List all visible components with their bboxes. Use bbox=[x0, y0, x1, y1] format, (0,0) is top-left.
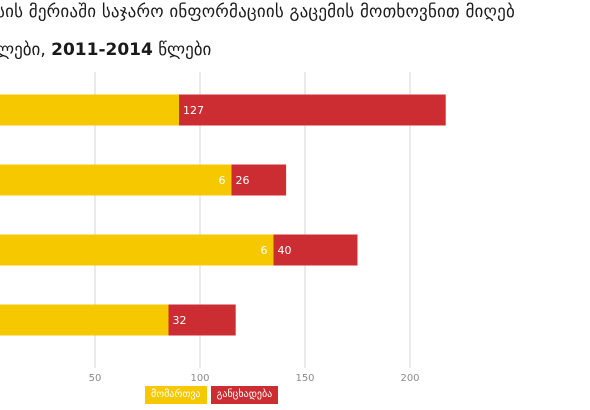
x-tick-label-3: 200 bbox=[400, 373, 419, 384]
bar-series1-3 bbox=[0, 304, 169, 336]
data-label-series1-2: 6 bbox=[261, 244, 268, 257]
x-tick-label-2: 150 bbox=[295, 373, 314, 384]
x-tick-label-1: 100 bbox=[190, 373, 209, 384]
data-label-series2-2: 40 bbox=[278, 244, 292, 257]
title-prefix: ლები, bbox=[0, 40, 52, 60]
chart-title-line1: სის მერიაში საჯარო ინფორმაციის გაცემის მ… bbox=[0, 2, 515, 22]
bar-series2-3 bbox=[168, 304, 236, 336]
data-label-series2-0: 127 bbox=[183, 104, 204, 117]
bar-series1-2 bbox=[0, 234, 274, 266]
legend-item-series2: განცხადება bbox=[210, 386, 279, 404]
data-label-series1-1: 6 bbox=[219, 174, 226, 187]
chart-title-line2: ლები, 2011-2014 წლები bbox=[0, 40, 590, 60]
title-years: 2011-2014 bbox=[51, 40, 153, 60]
bar-series2-2 bbox=[273, 234, 358, 266]
title-suffix: წლები bbox=[152, 40, 212, 60]
bar-series2-1 bbox=[231, 164, 287, 196]
bar-series1-1 bbox=[0, 164, 232, 196]
legend-item-series1: მომართვა bbox=[145, 386, 207, 404]
bar-series1-0 bbox=[0, 94, 179, 126]
x-tick-label-0: 50 bbox=[89, 373, 102, 384]
data-label-series2-3: 32 bbox=[173, 314, 187, 327]
bar-series2-0 bbox=[179, 94, 446, 126]
legend: მომართვა განცხადება bbox=[145, 386, 279, 404]
data-label-series2-1: 26 bbox=[236, 174, 250, 187]
